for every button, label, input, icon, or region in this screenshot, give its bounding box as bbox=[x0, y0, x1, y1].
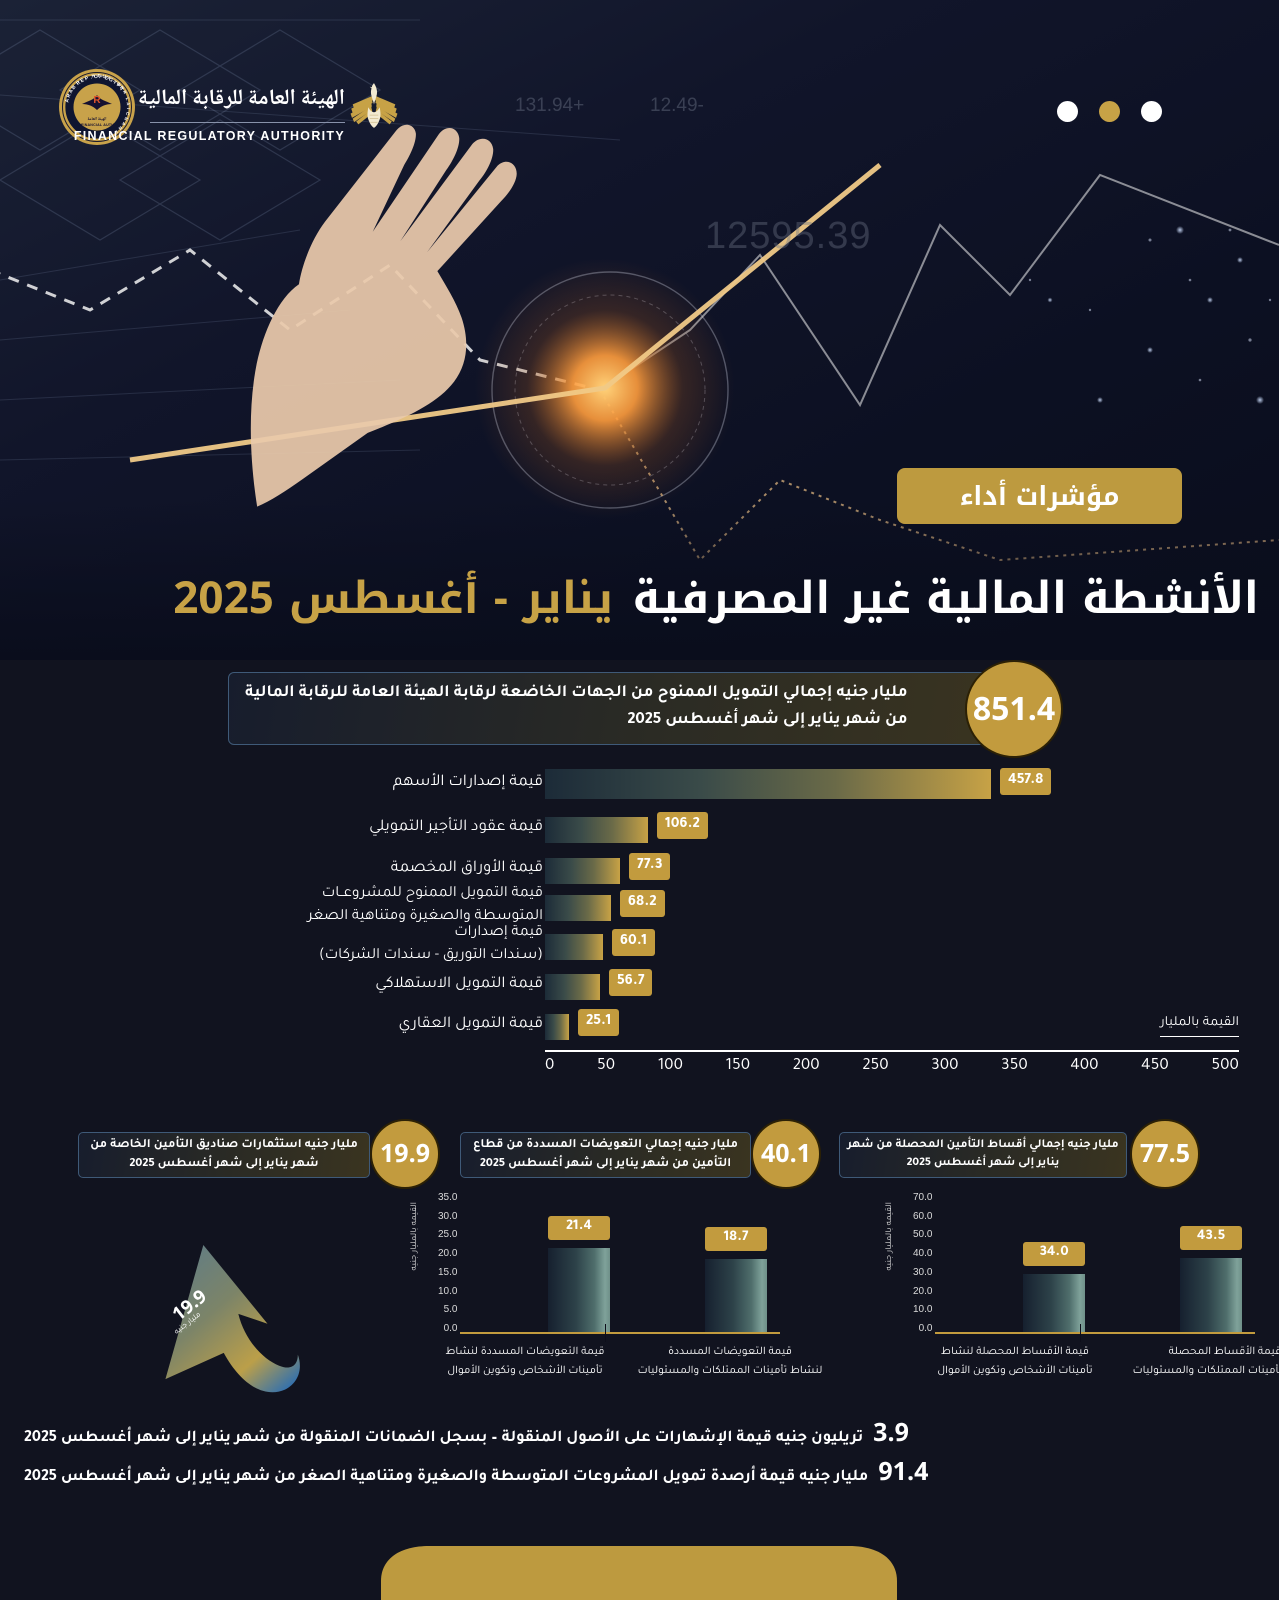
svg-text:الهيئة العامة: الهيئة العامة bbox=[88, 115, 107, 123]
svg-text:A: A bbox=[126, 102, 131, 106]
svg-text:FINANCIAL AUTH.: FINANCIAL AUTH. bbox=[80, 123, 114, 127]
svg-text:I: I bbox=[126, 108, 131, 109]
svg-text:H: H bbox=[91, 73, 95, 78]
svg-text:R: R bbox=[93, 95, 101, 106]
